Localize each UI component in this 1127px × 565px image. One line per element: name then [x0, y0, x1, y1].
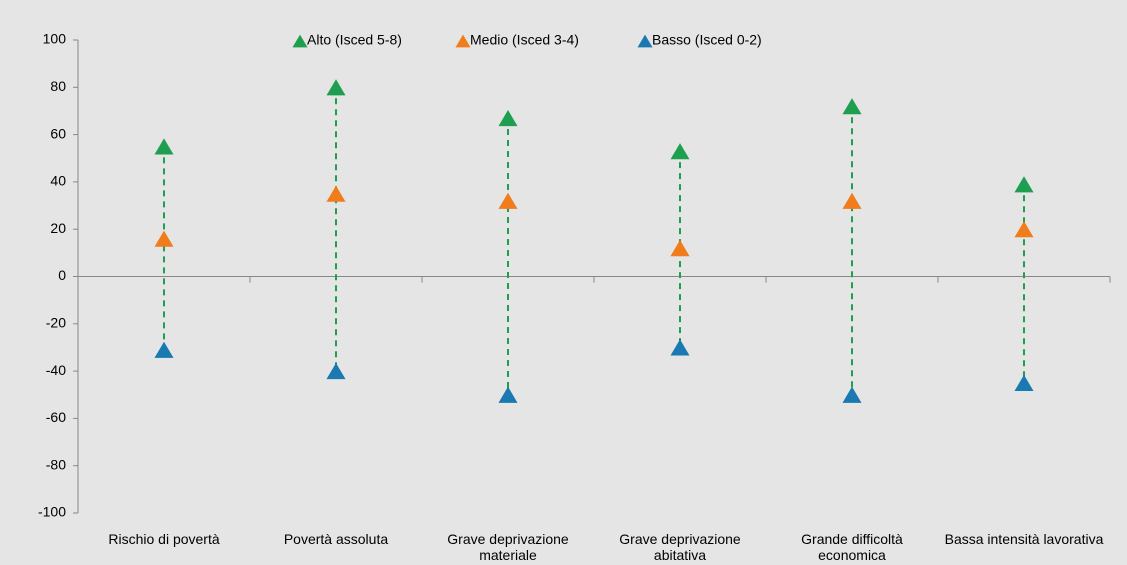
- y-tick-label: -60: [46, 409, 66, 425]
- x-tick-label: Bassa intensità lavorativa: [944, 531, 1104, 547]
- legend-label: Alto (Isced 5-8): [307, 32, 402, 48]
- marker: [154, 341, 174, 358]
- y-tick-label: 80: [50, 78, 66, 94]
- y-tick-label: 20: [50, 220, 66, 236]
- legend-label: Medio (Isced 3-4): [470, 32, 579, 48]
- y-tick-label: 40: [50, 173, 66, 189]
- marker: [1014, 374, 1034, 391]
- marker: [498, 109, 518, 127]
- x-tick-label: Povertà assoluta: [283, 531, 389, 547]
- x-tick-label: Grave deprivazione abitativa: [619, 531, 741, 563]
- legend-marker: [292, 34, 308, 48]
- marker: [1014, 221, 1034, 238]
- y-tick-label: 100: [43, 31, 67, 47]
- marker: [326, 185, 346, 202]
- marker: [154, 138, 174, 155]
- y-tick-label: -20: [46, 315, 66, 331]
- x-tick-label: Grande difficoltà economica: [801, 531, 903, 563]
- marker: [326, 363, 346, 380]
- marker: [670, 339, 690, 356]
- marker: [670, 240, 690, 257]
- x-tick-label: Grave deprivazione materiale: [447, 531, 569, 563]
- marker: [498, 192, 518, 209]
- legend-marker: [637, 34, 653, 48]
- y-tick-label: -40: [46, 362, 66, 378]
- marker: [326, 79, 346, 96]
- y-tick-label: -100: [38, 504, 66, 520]
- marker: [842, 192, 862, 209]
- legend-marker: [455, 34, 471, 48]
- x-tick-label: Rischio di povertà: [108, 531, 220, 547]
- marker: [842, 386, 862, 403]
- marker: [1014, 176, 1034, 193]
- y-tick-label: -80: [46, 456, 66, 472]
- marker: [670, 143, 690, 160]
- marker: [154, 230, 174, 247]
- y-tick-label: 60: [50, 125, 66, 141]
- marker: [498, 386, 518, 403]
- legend-label: Basso (Isced 0-2): [652, 32, 762, 48]
- y-tick-label: 0: [58, 267, 66, 283]
- marker: [842, 98, 862, 115]
